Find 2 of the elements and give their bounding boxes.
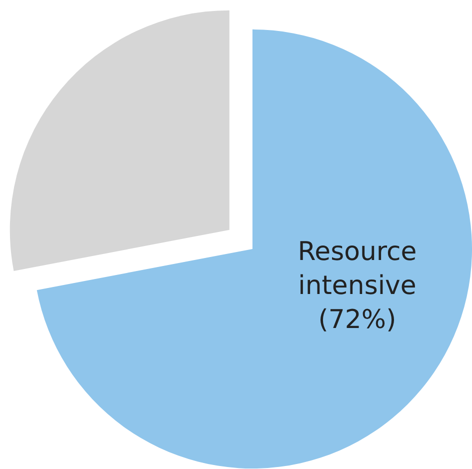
data-label: (72%) bbox=[318, 304, 396, 335]
slice-label: Resource intensive bbox=[298, 236, 417, 301]
